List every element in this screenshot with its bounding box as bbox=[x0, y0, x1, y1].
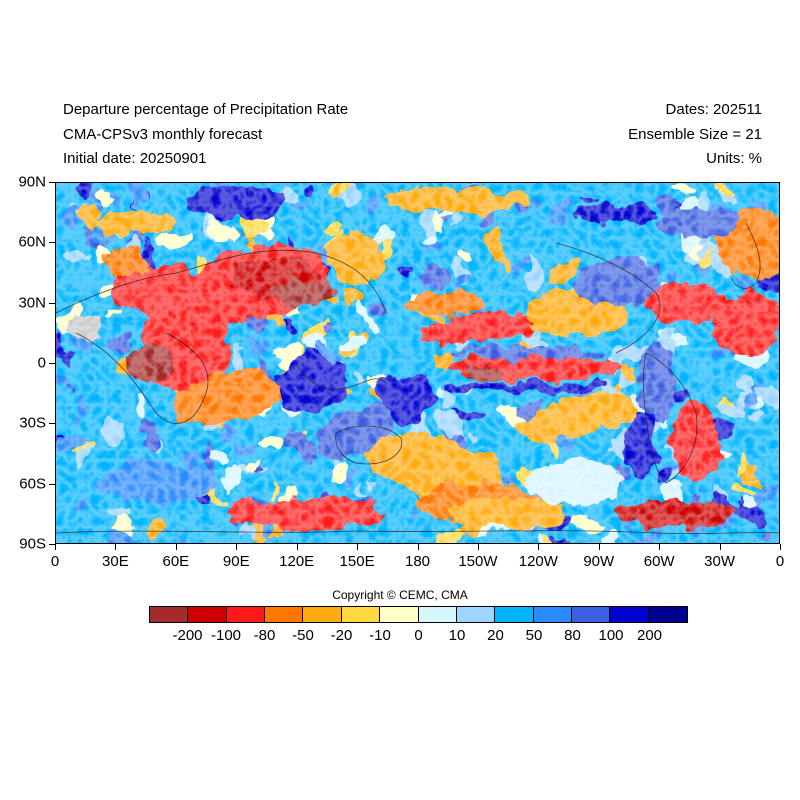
colorbar bbox=[149, 606, 688, 623]
model-name: CMA-CPSv3 monthly forecast bbox=[63, 126, 263, 143]
colorbar-label: -50 bbox=[292, 627, 314, 644]
colorbar-swatch bbox=[648, 607, 688, 622]
lon-tick bbox=[115, 544, 117, 550]
lon-label: 30E bbox=[102, 553, 129, 570]
copyright-notice: Copyright © CEMC, CMA bbox=[332, 588, 468, 602]
lon-tick bbox=[296, 544, 298, 550]
lat-tick bbox=[49, 302, 55, 304]
lon-label: 120E bbox=[279, 553, 315, 570]
lon-tick bbox=[417, 544, 419, 550]
lon-label: 180 bbox=[404, 553, 431, 570]
lon-tick bbox=[175, 544, 177, 550]
lon-label: 60E bbox=[162, 553, 190, 570]
lat-tick bbox=[49, 363, 55, 364]
lon-tick bbox=[477, 544, 479, 550]
lon-tick bbox=[236, 544, 238, 550]
lon-label: 150E bbox=[339, 553, 375, 570]
precipitation-anomaly-map bbox=[55, 182, 780, 544]
lon-tick bbox=[719, 544, 721, 550]
colorbar-swatch bbox=[265, 607, 304, 622]
lon-label: 30W bbox=[704, 553, 735, 570]
lon-label: 90W bbox=[583, 553, 615, 570]
colorbar-label: -10 bbox=[369, 627, 391, 644]
colorbar-swatch bbox=[495, 607, 534, 622]
lon-label: 90E bbox=[222, 553, 250, 570]
initial-date: Initial date: 20250901 bbox=[63, 150, 207, 167]
colorbar-label: 80 bbox=[564, 627, 581, 644]
colorbar-swatch bbox=[571, 607, 611, 622]
ensemble-size: Ensemble Size = 21 bbox=[628, 126, 762, 143]
lon-label: 0 bbox=[50, 553, 60, 570]
colorbar-swatch bbox=[150, 607, 189, 622]
map-title: Departure percentage of Precipitation Ra… bbox=[63, 101, 349, 118]
anomaly-field bbox=[56, 183, 779, 543]
colorbar-swatch bbox=[303, 607, 342, 622]
colorbar-swatch bbox=[380, 607, 419, 622]
lon-label: 120W bbox=[518, 553, 558, 570]
colorbar-label: 200 bbox=[636, 627, 663, 644]
colorbar-label: -200 bbox=[172, 627, 203, 644]
colorbar-label: 0 bbox=[414, 627, 423, 644]
colorbar-label: 10 bbox=[448, 627, 466, 644]
lon-tick bbox=[357, 544, 359, 550]
lon-label: 0 bbox=[775, 553, 785, 570]
colorbar-label: 100 bbox=[598, 627, 624, 644]
lat-tick bbox=[49, 483, 55, 485]
noise-texture bbox=[56, 183, 779, 543]
colorbar-swatch bbox=[418, 607, 457, 622]
lon-tick bbox=[598, 544, 600, 550]
lon-label: 60W bbox=[643, 553, 675, 570]
colorbar-label: -20 bbox=[330, 627, 353, 644]
lat-label: 0 bbox=[37, 354, 46, 372]
colorbar-swatch bbox=[456, 607, 496, 622]
lat-label: 90N bbox=[18, 173, 46, 191]
lat-label: 60S bbox=[19, 475, 46, 493]
lat-tick bbox=[49, 544, 55, 545]
colorbar-swatch bbox=[188, 607, 227, 622]
coastlines bbox=[56, 222, 779, 534]
lat-tick bbox=[49, 242, 55, 244]
units-label: Units: % bbox=[706, 150, 762, 167]
lat-label: 30S bbox=[19, 414, 46, 432]
lat-label: 90S bbox=[19, 535, 46, 553]
lat-tick bbox=[49, 182, 55, 183]
lon-tick bbox=[55, 544, 56, 550]
colorbar-label: 50 bbox=[525, 627, 543, 644]
colorbar-swatch bbox=[533, 607, 572, 622]
lon-tick bbox=[538, 544, 540, 550]
colorbar-swatch bbox=[341, 607, 381, 622]
lon-tick bbox=[659, 544, 661, 550]
colorbar-label: -100 bbox=[210, 627, 242, 644]
colorbar-swatch bbox=[610, 607, 649, 622]
lon-tick bbox=[780, 544, 781, 550]
lat-label: 60N bbox=[18, 233, 46, 251]
colorbar-swatch bbox=[226, 607, 266, 622]
lon-label: 150W bbox=[458, 553, 498, 570]
lat-label: 30N bbox=[18, 294, 46, 312]
lat-tick bbox=[49, 423, 55, 425]
forecast-dates: Dates: 202511 bbox=[665, 101, 762, 118]
colorbar-label: -80 bbox=[253, 627, 276, 644]
colorbar-label: 20 bbox=[487, 627, 504, 644]
